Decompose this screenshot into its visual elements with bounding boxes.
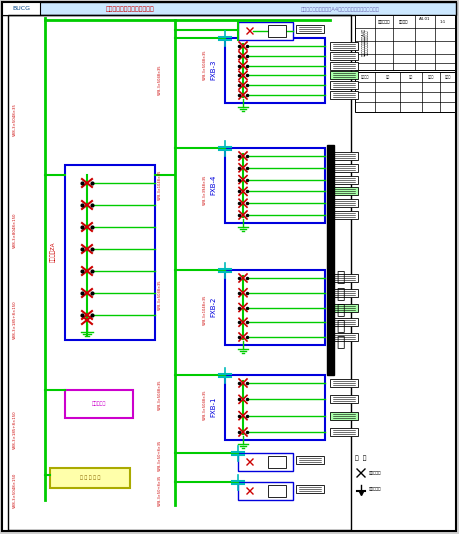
- Bar: [330, 412, 358, 420]
- Text: VV8-3×1048×35: VV8-3×1048×35: [158, 170, 162, 200]
- Bar: [50, 468, 130, 488]
- Bar: [330, 303, 358, 311]
- Bar: [355, 15, 455, 70]
- Bar: [330, 91, 358, 99]
- Bar: [330, 42, 358, 50]
- Bar: [225, 38, 325, 103]
- Bar: [268, 25, 286, 37]
- Text: FXB-4: FXB-4: [210, 175, 216, 195]
- Bar: [330, 52, 358, 60]
- Text: 工程名称: 工程名称: [361, 75, 369, 79]
- Bar: [355, 72, 455, 112]
- Bar: [330, 274, 358, 282]
- Text: VV8-3×5048×150: VV8-3×5048×150: [13, 472, 17, 508]
- Text: VV8-3×3948×35: VV8-3×3948×35: [203, 175, 207, 205]
- Bar: [330, 199, 358, 207]
- Text: 闸刀断路器: 闸刀断路器: [369, 487, 381, 491]
- Text: VV8-3×5048×35: VV8-3×5048×35: [158, 280, 162, 310]
- Text: BUCG: BUCG: [12, 6, 30, 12]
- Bar: [2, 2, 456, 15]
- Bar: [296, 456, 324, 464]
- Bar: [330, 152, 358, 160]
- Text: 审核: 审核: [409, 75, 413, 79]
- Text: VV8-3×5048×35: VV8-3×5048×35: [203, 390, 207, 420]
- Bar: [2, 2, 40, 15]
- Text: 总配电箱ZA: 总配电箱ZA: [50, 242, 56, 262]
- Text: 空气断路器: 空气断路器: [369, 471, 381, 475]
- Bar: [296, 25, 324, 33]
- Bar: [268, 456, 286, 468]
- Text: 图  例: 图 例: [355, 455, 366, 461]
- Text: 电子城股份管理老小区A4楼
工程临时用电施工组织设计: 电子城股份管理老小区A4楼 工程临时用电施工组织设计: [361, 28, 369, 56]
- Text: 供电系统图: 供电系统图: [378, 20, 390, 24]
- Bar: [330, 211, 358, 219]
- Text: 参天工: 参天工: [445, 75, 451, 79]
- Text: VV8-3×5048×35: VV8-3×5048×35: [203, 50, 207, 80]
- Text: FXB-2: FXB-2: [210, 297, 216, 317]
- Bar: [8, 15, 351, 530]
- Text: VV8-3×5048×35: VV8-3×5048×35: [158, 380, 162, 410]
- Text: FXB-3: FXB-3: [210, 60, 216, 80]
- Text: 供
电
系
统
图: 供 电 系 统 图: [336, 271, 344, 349]
- Bar: [225, 148, 325, 223]
- Text: VV8-3×185+8×150: VV8-3×185+8×150: [13, 411, 17, 449]
- Bar: [330, 72, 358, 80]
- Text: 电子城股份管理老小区A4楼工程临时用电施工组织设计: 电子城股份管理老小区A4楼工程临时用电施工组织设计: [301, 6, 380, 12]
- Bar: [268, 485, 286, 497]
- Text: VV8-3×5048×35: VV8-3×5048×35: [13, 104, 17, 137]
- Text: 手 术 发 电 机: 手 术 发 电 机: [80, 475, 100, 481]
- Text: 临时配电箱: 临时配电箱: [92, 402, 106, 406]
- Bar: [330, 395, 358, 403]
- Bar: [65, 390, 133, 418]
- Text: VV8-3×50+8×35: VV8-3×50+8×35: [158, 439, 162, 470]
- Text: A4-01: A4-01: [419, 17, 431, 21]
- Text: VV8-3×5048×35: VV8-3×5048×35: [158, 65, 162, 95]
- Bar: [330, 61, 358, 69]
- Bar: [238, 482, 293, 500]
- Bar: [238, 22, 293, 40]
- Text: FXB-1: FXB-1: [210, 397, 216, 417]
- Bar: [238, 453, 293, 471]
- Text: 审定: 审定: [386, 75, 390, 79]
- Text: 1:1: 1:1: [440, 20, 446, 24]
- Text: VV8-3×185+8×150: VV8-3×185+8×150: [13, 301, 17, 339]
- Bar: [330, 164, 358, 172]
- Bar: [225, 375, 325, 440]
- Bar: [330, 318, 358, 326]
- Text: 北京城建一建设工程有限公司: 北京城建一建设工程有限公司: [106, 6, 154, 12]
- Bar: [225, 270, 325, 345]
- Bar: [327, 145, 334, 375]
- Text: VV8-3×1048×35: VV8-3×1048×35: [203, 295, 207, 325]
- Text: VV8-3×8048×150: VV8-3×8048×150: [13, 212, 17, 248]
- Bar: [330, 81, 358, 89]
- Bar: [330, 187, 358, 195]
- Bar: [330, 176, 358, 184]
- Bar: [330, 289, 358, 297]
- Text: 施工图: 施工图: [428, 75, 434, 79]
- Bar: [296, 485, 324, 493]
- Bar: [330, 333, 358, 341]
- Text: 优化系统: 优化系统: [399, 20, 409, 24]
- Bar: [330, 428, 358, 436]
- Text: VV8-3×50+8×35: VV8-3×50+8×35: [158, 474, 162, 506]
- Bar: [330, 379, 358, 387]
- Bar: [65, 165, 155, 340]
